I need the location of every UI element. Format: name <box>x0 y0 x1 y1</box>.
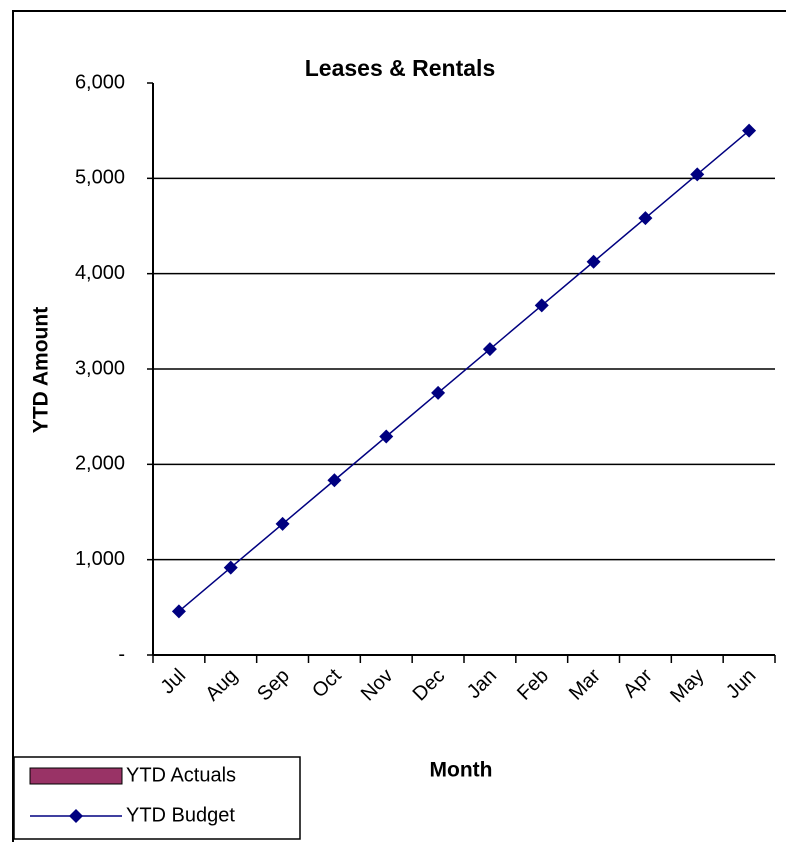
y-tick-label: 3,000 <box>75 357 125 379</box>
legend-marker <box>69 809 83 823</box>
marker <box>690 167 705 182</box>
legend-swatch <box>29 767 123 785</box>
marker <box>275 516 290 531</box>
y-tick-label: 5,000 <box>75 167 125 189</box>
y-tick-label: - <box>118 643 125 665</box>
chart-title: Leases & Rentals <box>305 55 495 81</box>
marker <box>586 254 601 269</box>
marker <box>327 473 342 488</box>
chart-border <box>12 10 786 842</box>
marker <box>638 211 653 226</box>
line <box>178 130 750 612</box>
y-axis-label: YTD Amount <box>30 307 53 433</box>
y-tick-label: 6,000 <box>75 71 125 93</box>
marker <box>379 429 394 444</box>
legend-label: YTD Actuals <box>126 764 236 786</box>
marker <box>742 123 757 138</box>
marker <box>171 604 186 619</box>
marker <box>431 385 446 400</box>
y-tick-label: 4,000 <box>75 262 125 284</box>
x-axis-label: Month <box>430 759 493 782</box>
y-tick-label: 2,000 <box>75 453 125 475</box>
marker <box>223 560 238 575</box>
legend-label: YTD Budget <box>126 804 235 826</box>
marker <box>534 298 549 313</box>
y-tick-label: 1,000 <box>75 548 125 570</box>
marker <box>482 342 497 357</box>
